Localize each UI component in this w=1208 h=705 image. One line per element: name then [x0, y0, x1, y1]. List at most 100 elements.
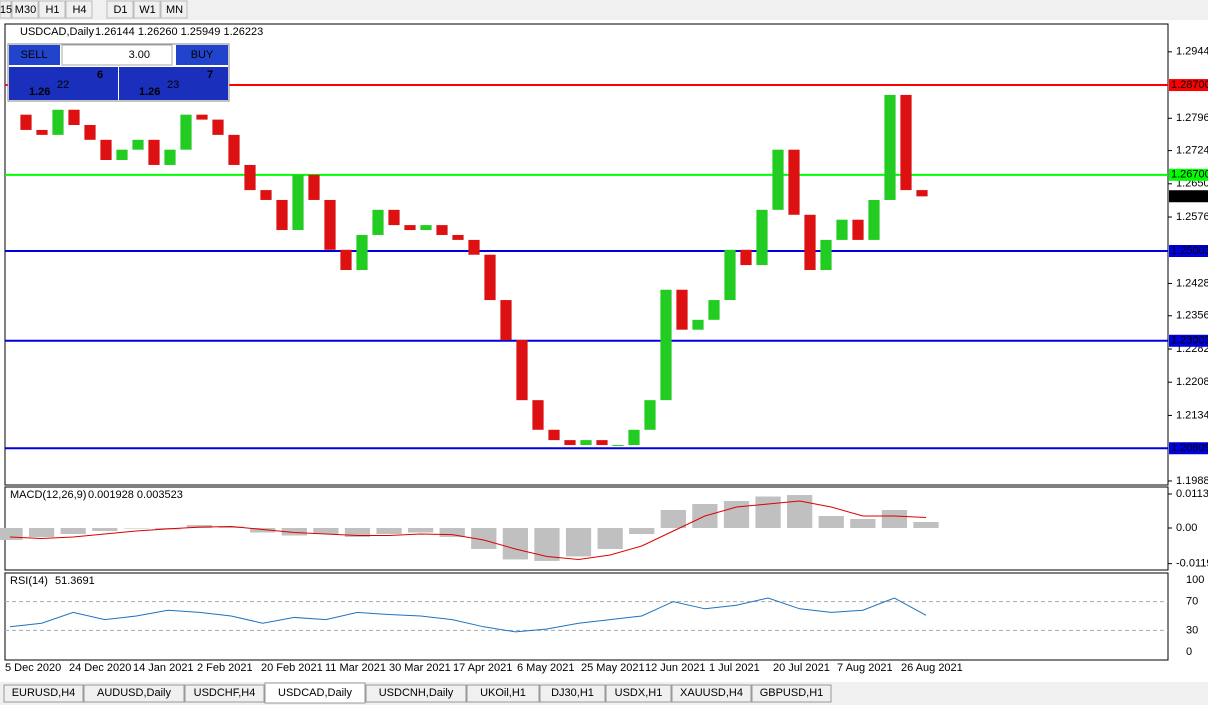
level-label: 1.25003 [1171, 245, 1208, 257]
timeframe-button[interactable] [106, 0, 134, 19]
buy-label[interactable]: BUY [191, 49, 214, 61]
chart-tab[interactable] [3, 684, 84, 703]
y-tick-label: 0.00 [1176, 522, 1197, 534]
macd-bar [502, 527, 529, 560]
chart-tab-label[interactable]: USDCHF,H4 [194, 687, 256, 699]
x-tick-label: 30 Mar 2021 [389, 662, 451, 674]
bid-pips[interactable]: 22 [57, 79, 69, 91]
y-tick-label: 1.23560 [1176, 310, 1208, 322]
candle [596, 440, 608, 446]
sell-label[interactable]: SELL [21, 49, 48, 61]
candle [532, 400, 544, 430]
chart-tab-label[interactable]: DJ30,H1 [551, 687, 594, 699]
rsi-line [9, 597, 927, 633]
candle [644, 400, 656, 430]
y-tick-label: 70 [1186, 596, 1198, 608]
timeframe-label[interactable]: M30 [15, 4, 36, 16]
timeframe-label[interactable]: 15 [0, 4, 12, 16]
bid-box[interactable] [9, 67, 118, 100]
candle [916, 190, 928, 197]
candle [212, 119, 224, 135]
candle [68, 109, 80, 125]
candle [452, 234, 464, 240]
candle [164, 149, 176, 165]
candle [260, 190, 272, 200]
macd-bar [629, 527, 655, 534]
chart-tab-label[interactable]: USDX,H1 [615, 687, 663, 699]
timeframe-button[interactable] [38, 0, 66, 19]
timeframe-button[interactable] [65, 0, 93, 19]
chart-tab-label[interactable]: EURUSD,H4 [12, 687, 76, 699]
bid-big[interactable]: 1.26 [29, 86, 50, 98]
bid-fraction[interactable]: 6 [97, 69, 103, 81]
y-tick-label: 1.27240 [1176, 144, 1208, 156]
macd-bar [565, 527, 592, 557]
y-tick-label: 0 [1186, 646, 1192, 658]
chart-tab[interactable] [365, 684, 467, 703]
timeframe-label[interactable]: H1 [45, 4, 59, 16]
macd-bar [186, 524, 213, 528]
candle [356, 234, 368, 270]
level-tag [1169, 79, 1208, 92]
rsi-pane [4, 572, 1169, 661]
candle [500, 300, 512, 341]
ask-box[interactable] [119, 67, 228, 100]
chart-tab-label[interactable]: GBPUSD,H1 [760, 687, 824, 699]
timeframe-label[interactable]: H4 [72, 4, 86, 16]
candle [580, 440, 592, 446]
timeframe-button[interactable] [0, 0, 12, 19]
timeframe-button[interactable] [160, 0, 188, 19]
chart-tab[interactable] [184, 684, 265, 703]
timeframe-label[interactable]: W1 [139, 4, 156, 16]
chart-tab-label[interactable]: USDCAD,Daily [278, 687, 352, 699]
lot-input[interactable] [61, 44, 173, 66]
timeframe-button[interactable] [11, 0, 39, 19]
chart-tab[interactable] [671, 684, 752, 703]
chart-tab[interactable] [605, 684, 672, 703]
candle [292, 174, 304, 231]
chart-tab[interactable] [466, 684, 540, 703]
y-tick-label: 1.19880 [1176, 475, 1208, 487]
lot-value[interactable]: 3.00 [129, 49, 150, 61]
macd-signal [9, 500, 927, 560]
timeframe-label[interactable]: MN [166, 4, 183, 16]
y-tick-label: 1.24280 [1176, 277, 1208, 289]
candle [20, 114, 32, 130]
chart-tab[interactable] [539, 684, 606, 703]
ask-fraction[interactable]: 7 [207, 69, 213, 81]
candle [484, 254, 496, 301]
macd-bar [123, 527, 149, 529]
macd-bar [723, 501, 750, 528]
chart-tab-label[interactable]: XAUUSD,H4 [680, 687, 743, 699]
chart-tab[interactable] [264, 682, 366, 704]
chart-tab-label[interactable]: USDCNH,Daily [379, 687, 454, 699]
candle [708, 300, 720, 320]
candle [612, 445, 624, 447]
x-tick-label: 25 May 2021 [581, 662, 645, 674]
chart-tab-label[interactable]: UKOil,H1 [480, 687, 526, 699]
x-tick-label: 20 Feb 2021 [261, 662, 323, 674]
rsi-header: 51.3691 [55, 575, 95, 587]
x-tick-label: 6 May 2021 [517, 662, 574, 674]
candle [324, 199, 336, 250]
level-tag [1169, 334, 1208, 347]
ask-big[interactable]: 1.26 [139, 86, 160, 98]
chart-tab[interactable] [83, 684, 185, 703]
candle [836, 219, 848, 240]
candle [420, 225, 432, 231]
chart-tab[interactable] [751, 684, 832, 703]
level-label: 1.23003 [1171, 335, 1208, 347]
ask-pips[interactable]: 23 [167, 79, 179, 91]
chart-tab-label[interactable]: AUDUSD,Daily [97, 687, 171, 699]
level-tag [1169, 244, 1208, 257]
buy-button[interactable] [176, 45, 228, 65]
candle [772, 149, 784, 210]
y-tick-label: 1.22080 [1176, 376, 1208, 388]
sell-button[interactable] [9, 45, 60, 65]
timeframe-label[interactable]: D1 [113, 4, 127, 16]
level-label: 1.26700 [1171, 169, 1208, 181]
timeframe-button[interactable] [133, 0, 161, 19]
macd-bar [660, 510, 686, 528]
current-price-label: 1.26223 [1171, 190, 1208, 202]
